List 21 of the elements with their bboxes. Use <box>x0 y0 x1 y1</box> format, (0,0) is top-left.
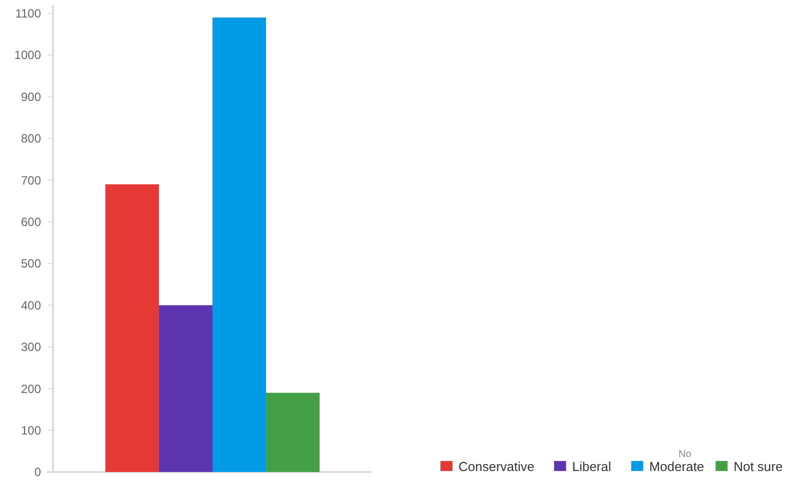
y-tick-label: 1100 <box>15 6 42 21</box>
y-tick-label: 500 <box>20 256 42 271</box>
legend-label: Liberal <box>572 459 612 474</box>
y-tick-label: 100 <box>20 424 42 438</box>
bar <box>158 305 212 472</box>
bar <box>105 184 159 472</box>
bar <box>266 392 320 472</box>
legend-label: Moderate <box>649 459 704 474</box>
y-tick-label: 400 <box>20 298 42 312</box>
y-tick-label: 900 <box>20 90 42 104</box>
legend-title: No <box>678 449 692 460</box>
bar <box>212 18 266 472</box>
y-tick-label: 300 <box>20 340 42 354</box>
y-tick-label: 200 <box>20 382 42 396</box>
y-tick-label: 600 <box>20 215 42 230</box>
y-tick-label: 800 <box>20 132 42 146</box>
y-tick-label: 0 <box>34 465 42 480</box>
legend-label: Not sure <box>734 459 783 474</box>
y-tick-label: 700 <box>20 173 42 188</box>
y-tick-label: 1000 <box>14 48 42 62</box>
legend-label: Conservative <box>458 459 534 474</box>
